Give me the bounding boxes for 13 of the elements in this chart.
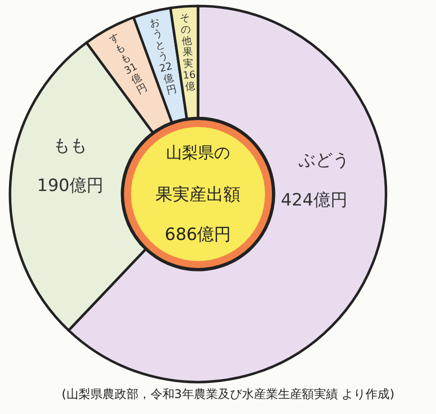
data-label: 16億 xyxy=(182,70,196,94)
slice-label: ぶどう xyxy=(298,150,350,170)
text: 果実産出額 xyxy=(156,185,240,205)
text: 山梨県の xyxy=(166,143,230,162)
text: 686億円 xyxy=(164,225,232,245)
data-label: 190億円 xyxy=(37,176,104,196)
slice-label: もも xyxy=(53,136,88,156)
slice-label: おうとう xyxy=(148,16,170,64)
text: (山梨県農政部，令和3年農業及び水産業生産額実績 より作成) xyxy=(62,387,394,401)
data-label: 31億円 xyxy=(122,61,150,97)
slice-label: その他果実 xyxy=(180,12,194,70)
data-label: 22億円 xyxy=(158,61,178,97)
data-label: 424億円 xyxy=(280,190,348,210)
